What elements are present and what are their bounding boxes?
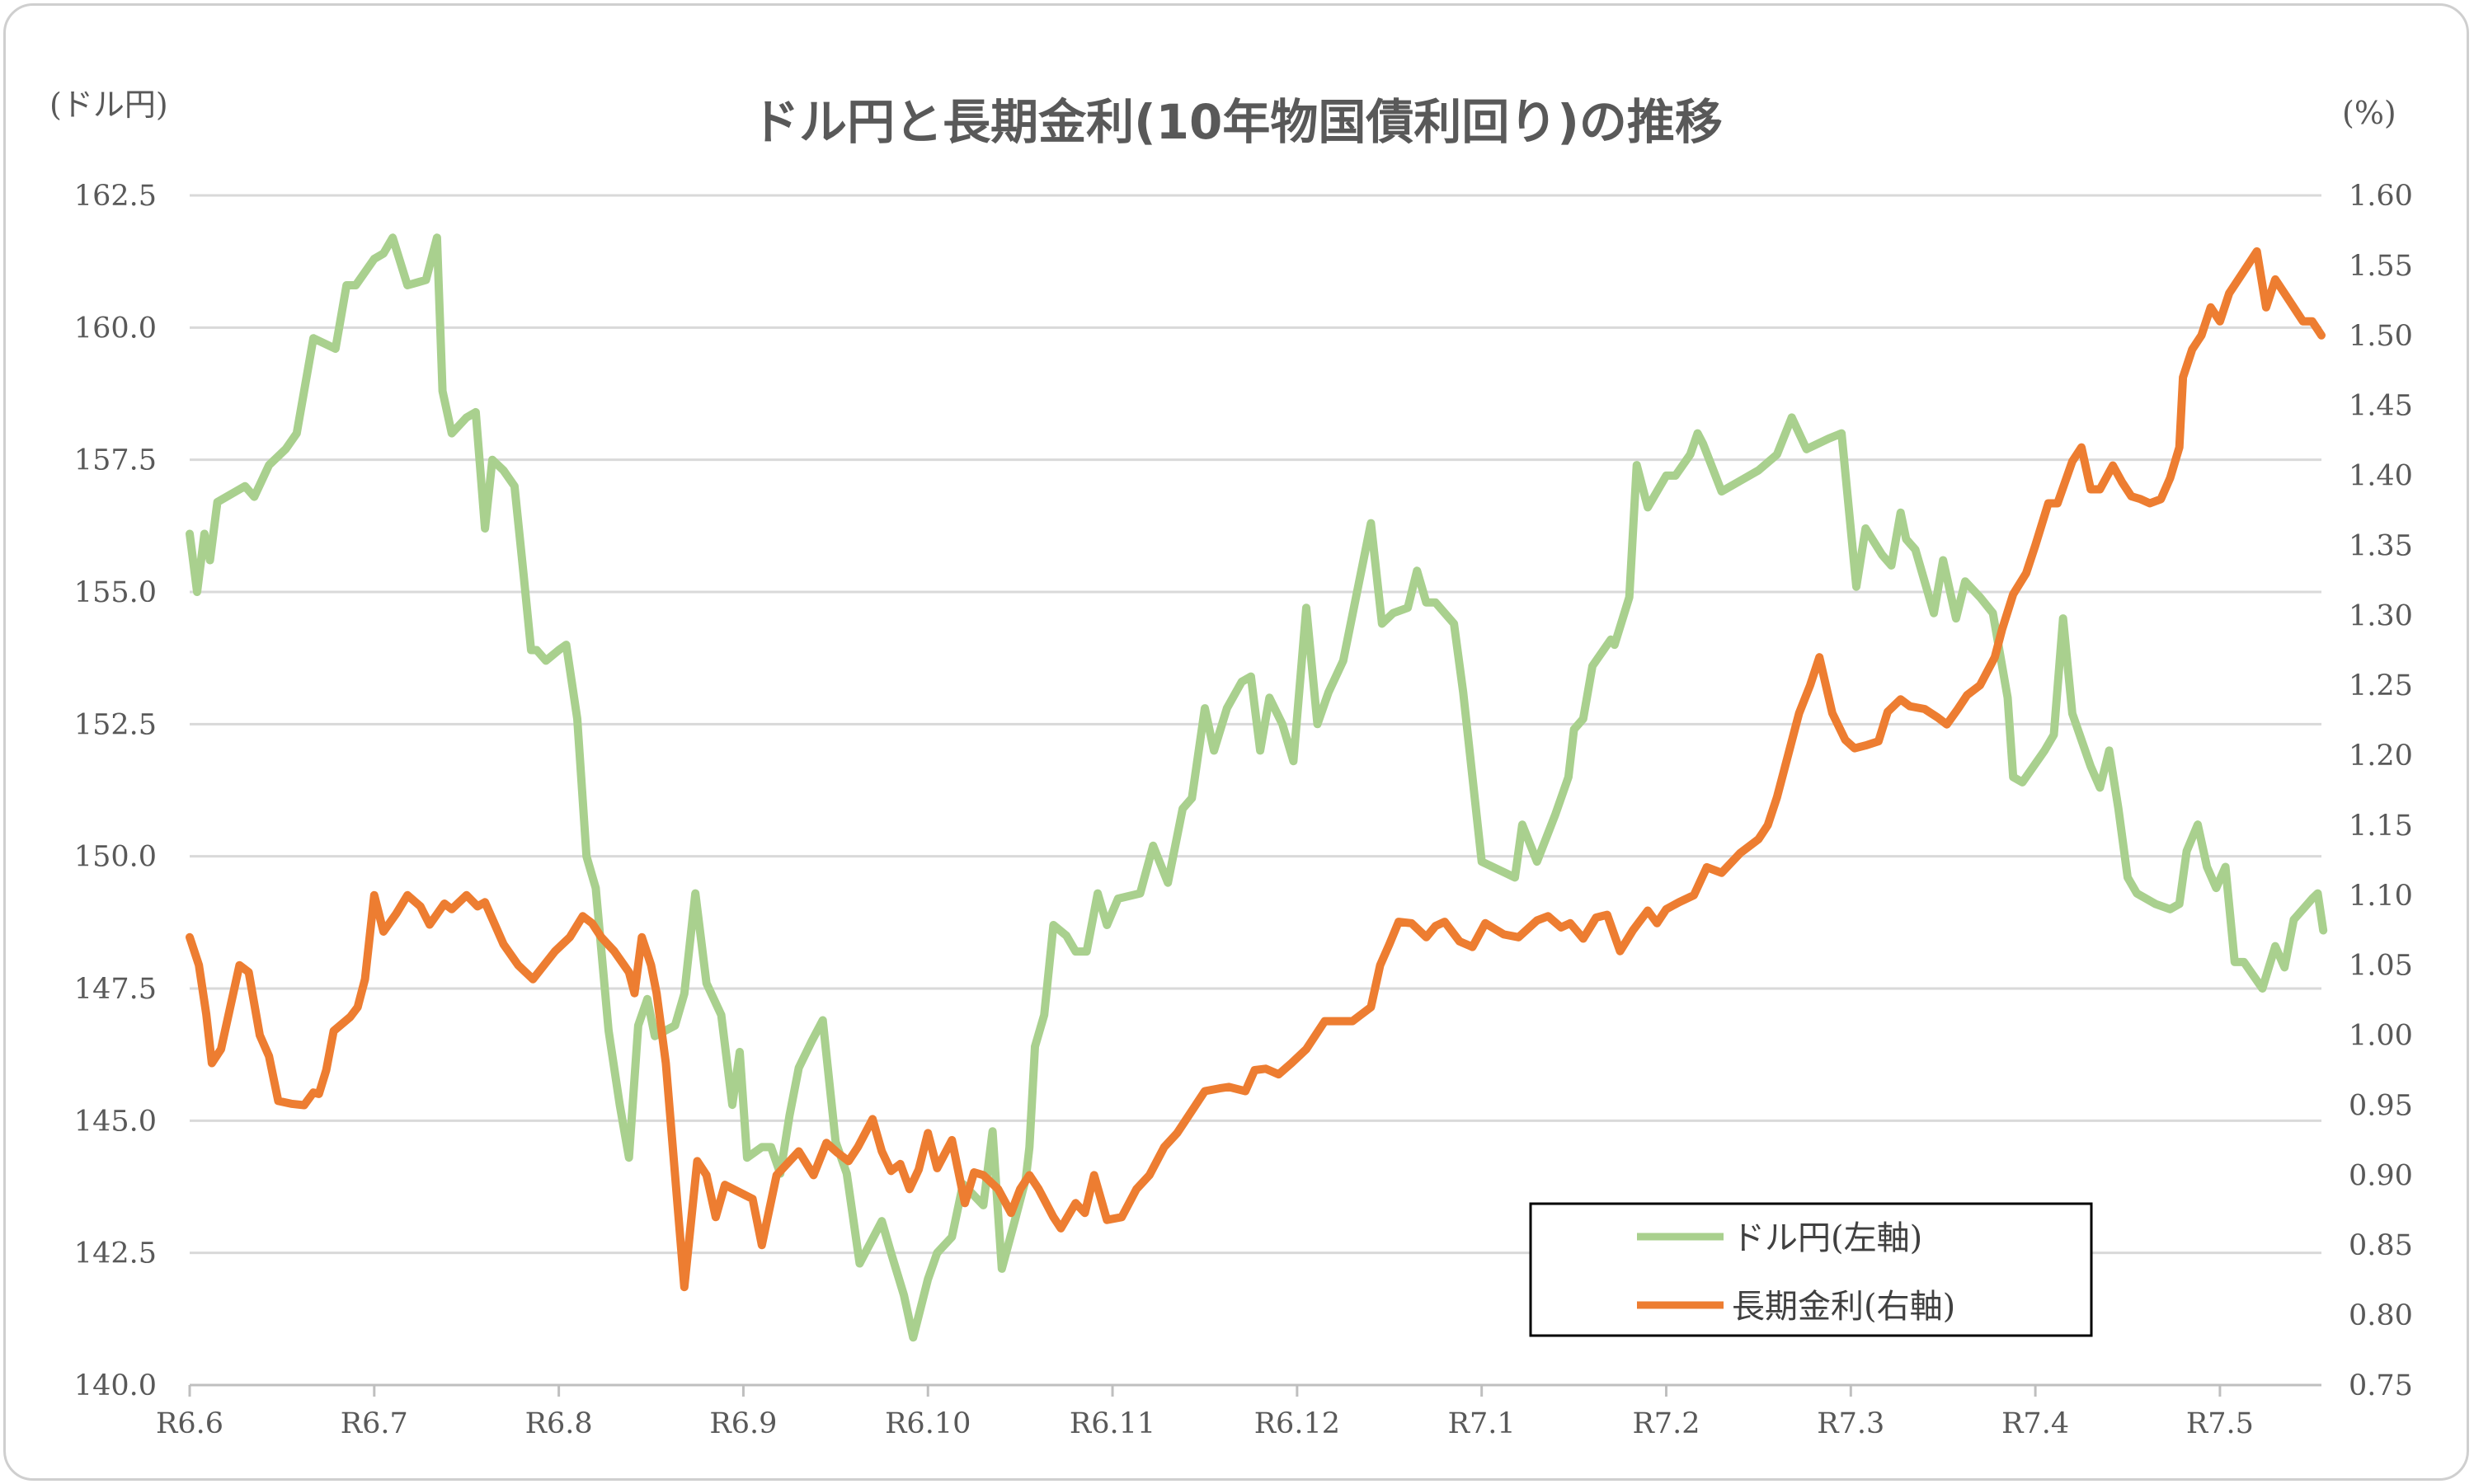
- right-axis-unit: (%): [2342, 95, 2396, 131]
- x-tick-label: R6.11: [1070, 1407, 1155, 1440]
- x-tick-label: R6.8: [525, 1407, 593, 1440]
- legend-box: [1529, 1202, 2093, 1337]
- series-line-usdjpy: [186, 233, 2328, 1342]
- right-tick-label: 0.85: [2349, 1229, 2413, 1262]
- right-tick-label: 0.90: [2349, 1159, 2413, 1192]
- x-tick-label: R6.6: [156, 1407, 223, 1440]
- chart-title: ドル円と長期金利(10年物国債利回り)の推移: [751, 94, 1723, 150]
- right-tick-label: 1.20: [2349, 740, 2413, 773]
- legend: ドル円(左軸) 長期金利(右軸): [1529, 1202, 2093, 1337]
- series-layer: [186, 233, 2328, 1342]
- right-tick-label: 1.45: [2349, 390, 2413, 423]
- right-tick-label: 1.10: [2349, 880, 2413, 913]
- right-axis-ticks: 0.75 0.80 0.85 0.90 0.95 1.00 1.05 1.10 1.15 1.20…: [2349, 180, 2413, 1402]
- left-tick-label: 145.0: [74, 1105, 157, 1138]
- right-tick-label: 1.30: [2349, 599, 2413, 632]
- left-axis-ticks: 140.0 142.5 145.0 147.5 150.0 152.5 155.0 157.5…: [74, 180, 157, 1402]
- left-tick-label: 155.0: [74, 576, 157, 609]
- right-tick-label: 0.75: [2349, 1369, 2413, 1402]
- left-tick-label: 147.5: [74, 973, 157, 1006]
- right-tick-label: 1.25: [2349, 669, 2413, 702]
- series-line-jgb-yield: [186, 247, 2326, 1292]
- x-tick-label: R7.2: [1632, 1407, 1700, 1440]
- right-tick-label: 1.15: [2349, 810, 2413, 843]
- left-tick-label: 152.5: [74, 708, 157, 741]
- right-tick-label: 1.40: [2349, 460, 2413, 493]
- x-tick-label: R7.4: [2001, 1407, 2069, 1440]
- left-tick-label: 142.5: [74, 1237, 157, 1270]
- legend-label-jgb: 長期金利(右軸): [1732, 1288, 1955, 1326]
- right-tick-label: 1.00: [2349, 1020, 2413, 1053]
- x-axis-ticks: R6.6 R6.7 R6.8 R6.9 R6.10 R6.11 R6.12 R7.1 R7.2 R…: [156, 1385, 2254, 1440]
- left-tick-label: 157.5: [74, 444, 157, 477]
- x-tick-label: R6.12: [1254, 1407, 1340, 1440]
- right-tick-label: 0.80: [2349, 1299, 2413, 1332]
- legend-label-usdjpy: ドル円(左軸): [1732, 1219, 1922, 1257]
- right-tick-label: 1.55: [2349, 250, 2413, 283]
- left-tick-label: 162.5: [74, 180, 157, 213]
- left-tick-label: 160.0: [74, 312, 157, 345]
- right-tick-label: 0.95: [2349, 1089, 2413, 1122]
- right-tick-label: 1.35: [2349, 529, 2413, 562]
- right-tick-label: 1.60: [2349, 180, 2413, 213]
- left-axis-unit: (ドル円): [49, 87, 168, 123]
- x-tick-label: R6.9: [709, 1407, 777, 1440]
- left-tick-label: 140.0: [74, 1369, 157, 1402]
- left-tick-label: 150.0: [74, 841, 157, 874]
- right-tick-label: 1.50: [2349, 320, 2413, 353]
- x-tick-label: R6.10: [885, 1407, 971, 1440]
- x-tick-label: R6.7: [341, 1407, 408, 1440]
- x-tick-label: R7.3: [1817, 1407, 1884, 1440]
- x-tick-label: R7.5: [2186, 1407, 2254, 1440]
- x-tick-label: R7.1: [1448, 1407, 1516, 1440]
- right-tick-label: 1.05: [2349, 950, 2413, 983]
